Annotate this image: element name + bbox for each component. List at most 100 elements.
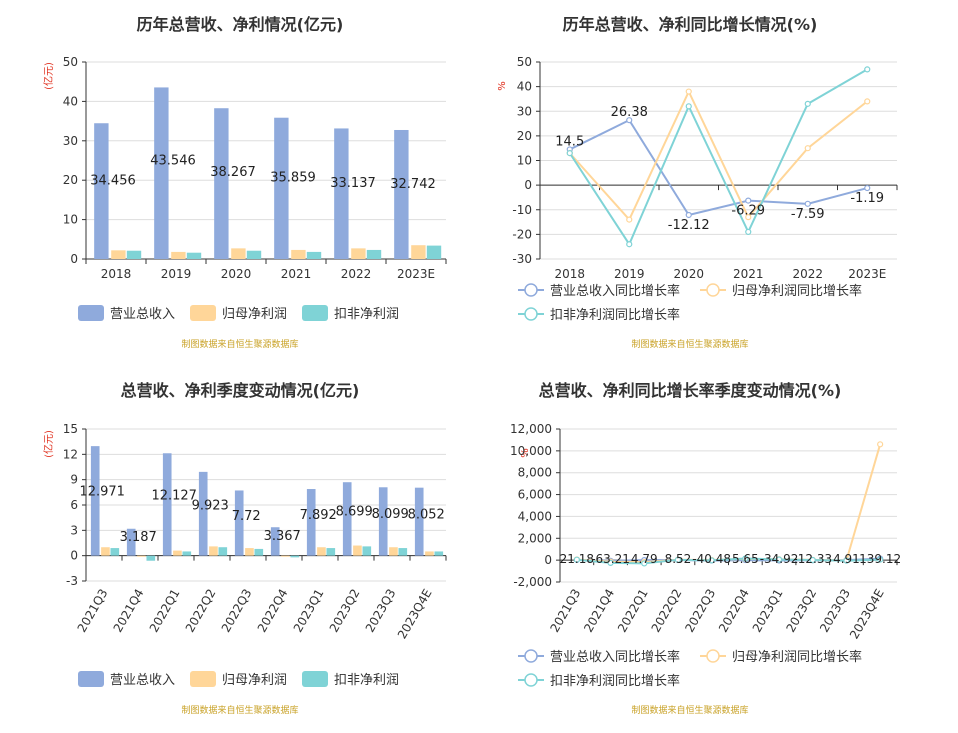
bar-revenue bbox=[378, 487, 388, 556]
x-tick-label: 2022Q2 bbox=[183, 587, 219, 635]
axis-unit-label: % bbox=[497, 81, 508, 91]
bar-revenue bbox=[162, 453, 172, 556]
y-tick-label: 50 bbox=[63, 55, 78, 69]
y-tick-label: 6 bbox=[70, 498, 78, 512]
x-tick-label: 2023Q1 bbox=[291, 587, 327, 635]
x-tick-label: 2023Q4E bbox=[847, 587, 887, 642]
bar-deducted-profit bbox=[290, 555, 300, 558]
bar-revenue bbox=[274, 117, 289, 259]
y-tick-label: -30 bbox=[512, 252, 532, 266]
bar-net-profit bbox=[173, 550, 182, 556]
data-label: 12.127 bbox=[151, 488, 197, 503]
legend-marker bbox=[524, 283, 538, 297]
line-point bbox=[742, 555, 749, 562]
bar-revenue bbox=[154, 87, 169, 259]
x-tick-label: 2020 bbox=[673, 267, 704, 281]
bar-net-profit bbox=[245, 548, 254, 556]
series-line-net-profit bbox=[576, 444, 882, 564]
data-label: -40.48 bbox=[692, 552, 731, 566]
line-point bbox=[685, 88, 692, 95]
line-point bbox=[626, 117, 633, 124]
chart-title: 总营收、净利季度变动情况(亿元) bbox=[121, 381, 360, 400]
source-note: 制图数据来自恒生聚源数据库 bbox=[181, 704, 298, 716]
data-label: 8.52 bbox=[665, 552, 692, 566]
x-tick-label: 2018 bbox=[101, 267, 132, 281]
line-point bbox=[804, 100, 811, 107]
data-label: 7.892 bbox=[300, 508, 337, 523]
data-label: 139.12 bbox=[859, 552, 901, 566]
x-tick-label: 2022Q4 bbox=[255, 587, 291, 635]
bar-net-profit bbox=[171, 251, 186, 259]
legend-marker bbox=[706, 283, 720, 297]
bar-deducted-profit bbox=[182, 551, 192, 556]
y-tick-label: 10 bbox=[63, 213, 78, 227]
y-tick-label: 8,000 bbox=[518, 466, 552, 480]
bar-net-profit bbox=[353, 545, 362, 556]
series-line-net-profit bbox=[569, 89, 868, 222]
bar-deducted-profit bbox=[146, 555, 156, 561]
data-label: 8.099 bbox=[372, 507, 409, 522]
x-tick-label: 2021Q3 bbox=[75, 587, 111, 635]
line-point bbox=[685, 103, 692, 110]
x-tick-label: 2023Q4E bbox=[395, 587, 435, 642]
x-tick-label: 2020 bbox=[221, 267, 252, 281]
bar-revenue bbox=[198, 471, 208, 556]
line-point bbox=[607, 559, 614, 566]
data-label: -63.21 bbox=[591, 552, 630, 566]
bar-net-profit bbox=[111, 250, 126, 259]
data-label: 38.267 bbox=[210, 165, 256, 180]
y-tick-label: -2,000 bbox=[513, 575, 552, 589]
bar-net-profit bbox=[209, 546, 218, 556]
x-tick-label: 2018 bbox=[554, 267, 585, 281]
series-line-deducted-profit bbox=[576, 557, 881, 565]
line-point bbox=[877, 441, 884, 448]
bar-deducted-profit bbox=[186, 252, 202, 259]
bar-net-profit bbox=[317, 547, 326, 556]
x-tick-label: 2023Q3 bbox=[817, 587, 853, 635]
y-tick-label: 3 bbox=[70, 523, 78, 537]
data-label: 4.91 bbox=[833, 552, 860, 566]
data-label: 34.456 bbox=[90, 173, 136, 188]
x-tick-label: 2022 bbox=[792, 267, 823, 281]
bar-deducted-profit bbox=[126, 250, 142, 259]
line-point bbox=[804, 200, 811, 207]
x-tick-label: 2021 bbox=[281, 267, 312, 281]
line-point bbox=[566, 150, 573, 157]
y-tick-label: 0 bbox=[524, 178, 532, 192]
x-tick-label: 2023Q1 bbox=[750, 587, 786, 635]
legend-label: 营业总收入同比增长率 bbox=[550, 283, 680, 299]
y-tick-label: 10 bbox=[517, 154, 532, 168]
legend-marker bbox=[524, 673, 538, 687]
bar-revenue bbox=[342, 482, 352, 556]
bar-deducted-profit bbox=[362, 546, 372, 556]
data-label: 8.052 bbox=[408, 507, 445, 522]
data-label: 14.5 bbox=[555, 134, 584, 149]
bar-deducted-profit bbox=[434, 551, 444, 556]
y-tick-label: 4,000 bbox=[518, 509, 552, 523]
bar-revenue bbox=[334, 128, 349, 259]
bar-net-profit bbox=[231, 248, 246, 259]
data-label: 26.38 bbox=[611, 105, 648, 120]
bar-revenue bbox=[94, 123, 109, 259]
line-point bbox=[685, 211, 692, 219]
y-tick-label: 12,000 bbox=[510, 422, 552, 436]
legend-swatch bbox=[302, 305, 328, 321]
x-tick-label: 2022Q2 bbox=[649, 587, 685, 635]
bar-revenue bbox=[214, 108, 229, 259]
bar-net-profit bbox=[425, 551, 434, 556]
legend-marker bbox=[524, 307, 538, 321]
bar-net-profit bbox=[389, 547, 398, 556]
y-tick-label: 20 bbox=[63, 173, 78, 187]
y-tick-label: -10 bbox=[512, 203, 532, 217]
x-tick-label: 2023E bbox=[848, 267, 886, 281]
x-tick-label: 2019 bbox=[614, 267, 645, 281]
data-label: 33.137 bbox=[330, 176, 376, 191]
y-tick-label: 50 bbox=[517, 55, 532, 69]
line-point bbox=[573, 556, 580, 563]
series-line-revenue bbox=[569, 118, 868, 217]
chart-quarterly-growth: 总营收、净利同比增长率季度变动情况(%)% -2,000 0 2,000 4,000 6,… bbox=[510, 381, 901, 716]
data-label: 7.72 bbox=[232, 509, 261, 524]
axis-unit-label: (亿元) bbox=[42, 62, 55, 90]
